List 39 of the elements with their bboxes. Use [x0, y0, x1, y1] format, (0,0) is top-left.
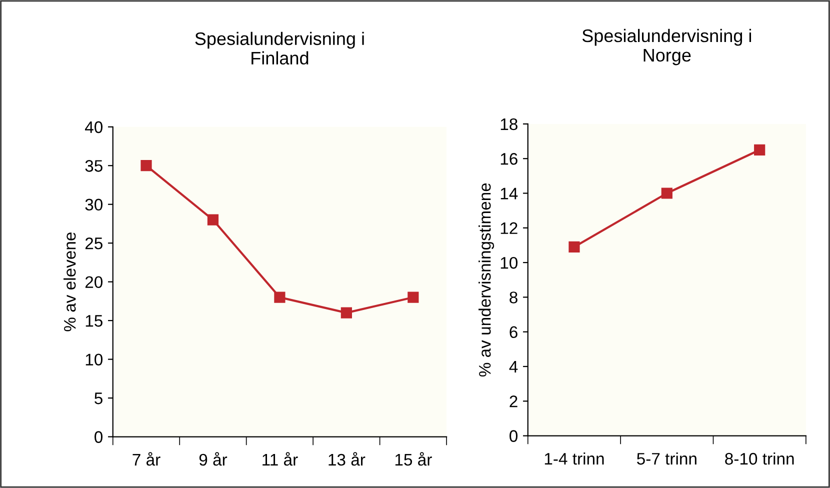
point — [140, 160, 152, 172]
point — [754, 144, 766, 156]
point — [408, 292, 419, 303]
x-tick-label: 9 år — [199, 452, 228, 466]
point — [340, 307, 352, 318]
y-tick-label: 5 — [94, 392, 102, 404]
y-tick-label: 6 — [510, 326, 518, 338]
y-tick-label: 15 — [86, 315, 102, 327]
y-tick-label: 18 — [500, 118, 518, 130]
x-tick-label: 8-10 trinn — [725, 452, 794, 465]
x-tick-label: 11 år — [262, 452, 298, 466]
point — [661, 188, 672, 199]
y-tick-label: 4 — [509, 361, 518, 373]
point — [207, 214, 219, 226]
y-tick-label: 0 — [510, 430, 518, 442]
point — [568, 241, 580, 253]
y-tick-label: 2 — [510, 396, 518, 408]
y-tick-label: 0 — [94, 431, 103, 443]
y-tick-label: 35 — [85, 160, 102, 172]
y-tick-label: 25 — [85, 237, 102, 250]
point — [274, 292, 286, 303]
chart-title: Spesialundervisning i Norge — [582, 28, 752, 66]
y-tick-label: 40 — [85, 121, 103, 134]
x-tick-label: 15 år — [395, 452, 432, 466]
y-axis-title: % av elevene — [64, 232, 76, 332]
y-tick-label: 8 — [510, 292, 518, 304]
x-tick-label: 1-4 trinn — [544, 452, 604, 465]
y-tick-label: 16 — [500, 153, 518, 165]
y-tick-label: 10 — [86, 354, 103, 366]
x-tick-label: 5-7 trinn — [637, 452, 696, 465]
chart-title: Spesialundervisning i Finland — [195, 32, 364, 65]
y-tick-label: 12 — [500, 222, 518, 234]
x-tick-label: 7 år — [132, 452, 160, 466]
y-axis-title: % av undervisningstimene — [478, 183, 494, 377]
y-tick-label: 30 — [85, 198, 103, 211]
x-tick-label: 13 år — [328, 452, 366, 466]
y-tick-label: 20 — [85, 276, 103, 288]
y-tick-label: 10 — [500, 256, 518, 269]
y-tick-label: 14 — [500, 188, 518, 200]
